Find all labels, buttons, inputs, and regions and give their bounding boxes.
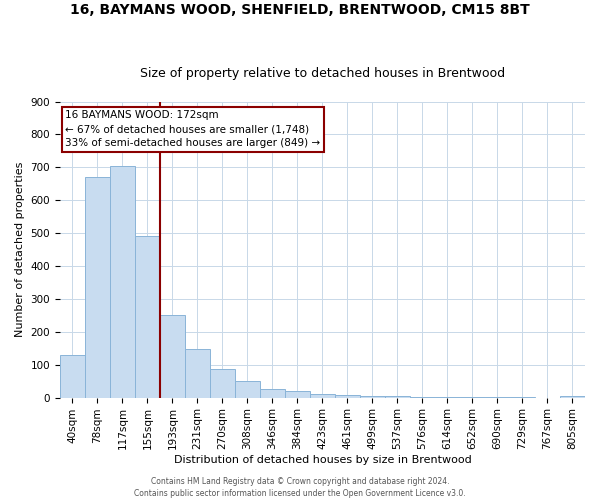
X-axis label: Distribution of detached houses by size in Brentwood: Distribution of detached houses by size … — [173, 455, 472, 465]
Bar — [335, 395, 360, 398]
Bar — [385, 396, 410, 398]
Bar — [410, 396, 435, 398]
Bar — [560, 396, 585, 398]
Bar — [285, 391, 310, 398]
Bar — [85, 176, 110, 398]
Text: Contains HM Land Registry data © Crown copyright and database right 2024.
Contai: Contains HM Land Registry data © Crown c… — [134, 476, 466, 498]
Bar — [185, 349, 210, 398]
Text: 16, BAYMANS WOOD, SHENFIELD, BRENTWOOD, CM15 8BT: 16, BAYMANS WOOD, SHENFIELD, BRENTWOOD, … — [70, 2, 530, 16]
Title: Size of property relative to detached houses in Brentwood: Size of property relative to detached ho… — [140, 66, 505, 80]
Bar — [135, 236, 160, 398]
Text: 16 BAYMANS WOOD: 172sqm
← 67% of detached houses are smaller (1,748)
33% of semi: 16 BAYMANS WOOD: 172sqm ← 67% of detache… — [65, 110, 320, 148]
Bar — [460, 397, 485, 398]
Bar — [235, 381, 260, 398]
Bar — [210, 368, 235, 398]
Bar — [485, 397, 510, 398]
Bar — [310, 394, 335, 398]
Y-axis label: Number of detached properties: Number of detached properties — [15, 162, 25, 337]
Bar — [110, 166, 135, 398]
Bar — [435, 397, 460, 398]
Bar — [160, 314, 185, 398]
Bar — [260, 390, 285, 398]
Bar — [360, 396, 385, 398]
Bar — [60, 355, 85, 398]
